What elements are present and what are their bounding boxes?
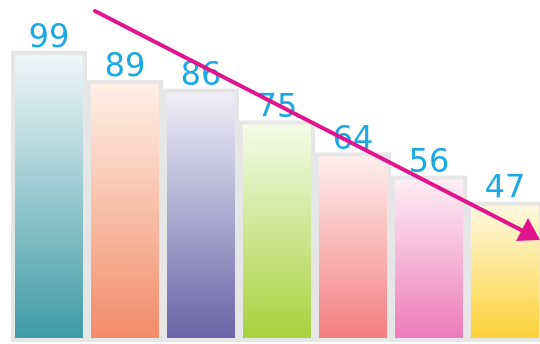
bar-6	[391, 175, 467, 342]
bar-value-label-7: 47	[485, 168, 526, 206]
bar-1	[11, 50, 87, 343]
bars-layer	[11, 50, 540, 343]
bar-value-label-1: 99	[29, 17, 70, 55]
bar-value-label-6: 56	[409, 142, 450, 180]
bar-4	[239, 120, 315, 342]
trend-arrow	[93, 9, 540, 241]
bar-3	[163, 88, 239, 342]
bar-2	[87, 79, 163, 343]
bar-value-label-2: 89	[105, 46, 146, 84]
trend-arrow-line	[93, 9, 529, 235]
trend-arrow-head	[516, 218, 540, 241]
bar-5	[315, 152, 391, 342]
